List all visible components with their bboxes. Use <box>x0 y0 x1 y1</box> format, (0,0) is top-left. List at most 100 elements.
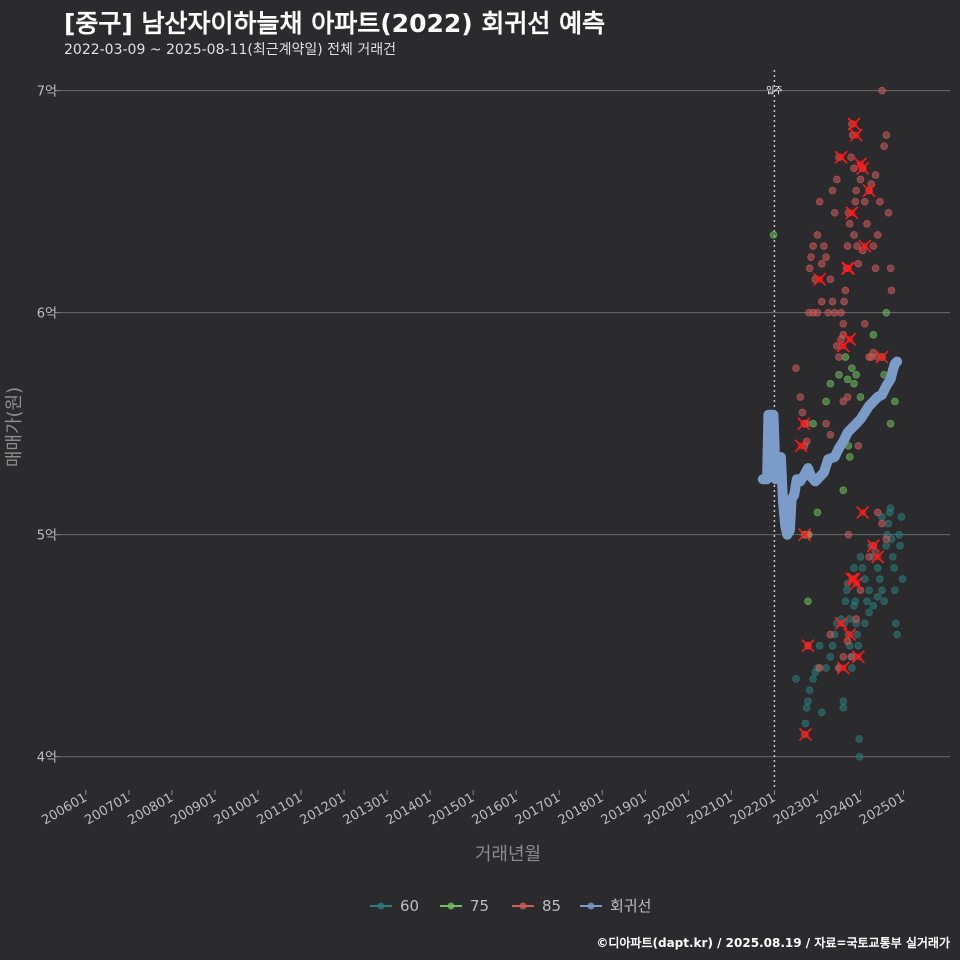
chart-subtitle: 2022-03-09 ~ 2025-08-11(최근계약일) 전체 거래건 <box>64 42 396 58</box>
point-85 <box>887 286 896 295</box>
x-tick-label: 201501 <box>427 790 477 828</box>
y-tick-label: 6억 <box>37 307 57 322</box>
x-tick-label: 202301 <box>771 790 821 828</box>
highlight-cross-b <box>813 272 827 286</box>
point-85 <box>852 186 860 195</box>
point-85 <box>826 630 835 639</box>
highlight-cross-b <box>794 439 808 453</box>
point-85 <box>802 437 811 446</box>
point-60 <box>828 641 837 650</box>
x-axis-title: 거래년월 <box>475 844 541 865</box>
regression-line <box>757 356 903 540</box>
x-tick-label: 202501 <box>857 790 907 828</box>
point-85 <box>807 253 815 261</box>
x-axis-ticks: 2006012007012008012009012010012011012012… <box>39 790 908 828</box>
highlight-marker <box>834 616 848 631</box>
point-75 <box>809 419 817 428</box>
point-75 <box>856 393 865 401</box>
point-85 <box>837 308 845 317</box>
highlight-cross-b <box>834 616 848 631</box>
highlight-cross-b <box>853 157 868 171</box>
point-75 <box>804 597 812 606</box>
point-85 <box>871 264 880 273</box>
highlight-cross-b <box>845 206 859 220</box>
point-60 <box>856 553 865 561</box>
point-75 <box>852 371 860 379</box>
point-85 <box>798 408 807 417</box>
point-60 <box>802 704 811 712</box>
point-60 <box>815 641 824 650</box>
point-85 <box>845 220 854 228</box>
point-60 <box>880 597 888 606</box>
point-60 <box>850 601 858 610</box>
point-85 <box>843 242 852 250</box>
point-85 <box>796 393 805 401</box>
highlight-marker <box>856 161 870 175</box>
point-75 <box>841 353 850 361</box>
x-tick-label: 201601 <box>470 790 520 828</box>
point-60 <box>860 575 869 583</box>
highlight-marker <box>856 505 870 520</box>
point-60 <box>853 630 861 639</box>
highlight-marker <box>798 727 812 742</box>
point-85 <box>869 242 878 250</box>
point-85 <box>839 319 848 328</box>
legend-label-회귀선: 회귀선 <box>610 897 651 915</box>
point-60 <box>865 586 873 594</box>
point-85 <box>873 508 882 517</box>
point-60 <box>855 735 863 743</box>
point-85 <box>805 264 814 273</box>
point-75 <box>882 308 891 317</box>
point-85 <box>853 242 861 250</box>
point-60 <box>865 608 873 617</box>
highlight-cross-b <box>843 332 857 346</box>
point-85 <box>833 342 841 350</box>
point-85 <box>847 153 855 162</box>
point-60 <box>860 619 869 628</box>
highlight-cross-b <box>849 128 863 142</box>
highlight-marker <box>847 117 861 131</box>
y-tick-label: 5억 <box>37 529 57 544</box>
point-60 <box>848 664 856 672</box>
point-60 <box>858 564 867 572</box>
point-60 <box>854 641 863 650</box>
point-85 <box>876 197 884 206</box>
point-85 <box>852 615 860 623</box>
highlight-marker <box>862 183 876 198</box>
point-85 <box>850 164 858 173</box>
point-85 <box>844 530 853 539</box>
point-75 <box>769 231 778 239</box>
legend-label-60: 60 <box>400 897 419 915</box>
point-85 <box>863 220 871 228</box>
highlight-cross-b <box>866 539 880 553</box>
y-tick-label: 7억 <box>37 85 57 100</box>
x-tick-label: 202401 <box>814 790 864 828</box>
x-tick-label: 200801 <box>125 790 175 828</box>
point-60 <box>841 597 850 606</box>
y-tick-label: 4억 <box>37 751 57 766</box>
regression-line-group <box>757 356 903 540</box>
point-75 <box>869 331 878 339</box>
point-60 <box>822 664 830 672</box>
point-85 <box>867 353 876 361</box>
point-60 <box>884 519 893 528</box>
point-60 <box>850 564 858 572</box>
point-85 <box>820 242 828 250</box>
point-85 <box>854 260 863 268</box>
point-60 <box>805 686 814 694</box>
point-75 <box>839 486 848 495</box>
point-85 <box>815 664 824 672</box>
point-60 <box>891 586 899 594</box>
point-85 <box>850 231 858 239</box>
highlight-marker <box>866 539 880 553</box>
x-tick-label: 201901 <box>599 790 649 828</box>
highlight-cross-b <box>797 417 811 431</box>
point-85 <box>882 535 891 543</box>
x-tick-label: 200901 <box>168 790 218 828</box>
point-60 <box>882 541 891 550</box>
legend-label-85: 85 <box>542 897 561 915</box>
point-75 <box>843 375 852 384</box>
highlight-marker <box>845 206 859 220</box>
point-75 <box>822 397 830 406</box>
point-75 <box>826 379 835 388</box>
